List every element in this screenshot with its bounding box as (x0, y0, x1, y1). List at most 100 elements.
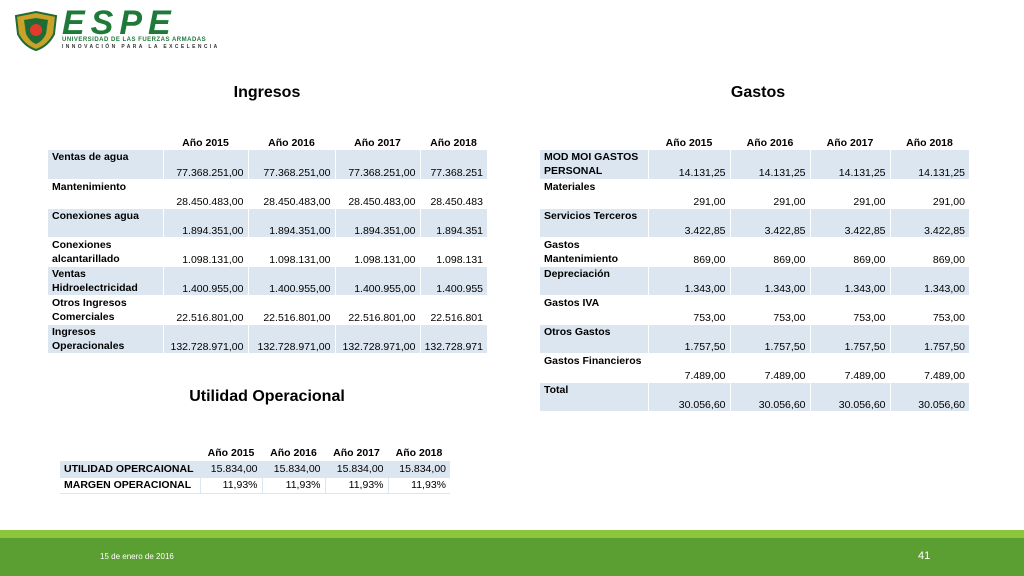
value-cell: 77.368.251,00 (247, 150, 335, 180)
header-row: Año 2015 Año 2016 Año 2017 Año 2018 (540, 136, 969, 150)
value-cell: 869,00 (729, 237, 810, 267)
label-cell: Materiales (540, 179, 648, 209)
table-row: UTILIDAD OPERCAIONAL 15.834,00 15.834,00 15… (60, 461, 450, 478)
value-cell: 7.489,00 (809, 353, 890, 383)
label-cell: Gastos IVA (540, 295, 648, 325)
section-title: Ingresos (233, 84, 301, 101)
value-cell: 1.894.351,00 (162, 208, 248, 238)
value-cell: 77.368.251 (419, 150, 487, 180)
value-cell: 11,93% (324, 477, 388, 494)
label-cell: Ingresos Operacionales (48, 324, 163, 354)
value-cell: 30.056,60 (809, 382, 890, 412)
logo-subtitle: UNIVERSIDAD DE LAS FUERZAS ARMADAS (62, 37, 207, 43)
header-cell: Año 2016 (746, 137, 794, 149)
header-cell: Año 2017 (354, 137, 401, 149)
value-cell: 28.450.483,00 (162, 179, 248, 209)
header-cell: Año 2017 (333, 447, 380, 459)
value-cell: 1.757,50 (647, 324, 730, 354)
value-cell: 11,93% (261, 477, 325, 494)
value-cell: 1.894.351,00 (334, 208, 420, 238)
header-cell: Año 2016 (270, 447, 317, 459)
value-cell: 869,00 (647, 237, 730, 267)
label-cell: Depreciación (540, 266, 648, 296)
value-cell: 30.056,60 (647, 382, 730, 412)
value-cell: 3.422,85 (809, 208, 890, 238)
value-cell: 1.400.955,00 (334, 266, 420, 296)
value-cell: 753,00 (889, 295, 969, 325)
value-cell: 28.450.483 (419, 179, 487, 209)
label-cell: MOD MOI GASTOS PERSONAL (540, 150, 648, 180)
logo-text: ESPE (62, 4, 177, 42)
label-cell: Gastos Mantenimiento (540, 237, 648, 267)
value-cell: 30.056,60 (889, 382, 969, 412)
value-cell: 1.098.131,00 (162, 237, 248, 267)
value-cell: 7.489,00 (729, 353, 810, 383)
value-cell: 15.834,00 (324, 461, 388, 478)
value-cell: 1.098.131 (419, 237, 487, 267)
value-cell: 1.400.955 (419, 266, 487, 296)
value-cell: 77.368.251,00 (162, 150, 248, 180)
value-cell: 11,93% (199, 477, 262, 494)
data-table: Año 2015 Año 2016 Año 2017 Año 2018 MOD MOI … (540, 136, 969, 412)
footer-stripe (0, 530, 1024, 538)
value-cell: 1.343,00 (889, 266, 969, 296)
label-cell: Otros Ingresos Comerciales (48, 295, 163, 325)
value-cell: 7.489,00 (647, 353, 730, 383)
header-cell: Año 2015 (665, 137, 713, 149)
table-row: Mantenimiento 28.450.483,00 28.450.483,00 2… (48, 179, 487, 209)
table-row: Ventas de agua 77.368.251,00 77.368.251,00… (48, 150, 487, 180)
value-cell: 291,00 (809, 179, 890, 209)
table-row: Ingresos Operacionales 132.728.971,00 132.… (48, 324, 487, 354)
value-cell: 28.450.483,00 (334, 179, 420, 209)
value-cell: 7.489,00 (889, 353, 969, 383)
value-cell: 3.422,85 (647, 208, 730, 238)
value-cell: 14.131,25 (809, 150, 890, 180)
label-cell: MARGEN OPERACIONAL (60, 477, 200, 494)
table-row: Otros Gastos 1.757,50 1.757,50 1.757,50 1.75… (540, 324, 969, 354)
value-cell: 14.131,25 (647, 150, 730, 180)
value-cell: 14.131,25 (889, 150, 969, 180)
value-cell: 1.894.351 (419, 208, 487, 238)
header-cell: Año 2017 (826, 137, 874, 149)
table-row: Conexiones agua 1.894.351,00 1.894.351,00 1… (48, 208, 487, 238)
table-row: Servicios Terceros 3.422,85 3.422,85 3.422,… (540, 208, 969, 238)
logo-emblem (14, 10, 58, 52)
header-row: Año 2015 Año 2016 Año 2017 Año 2018 (48, 136, 487, 150)
value-cell: 11,93% (387, 477, 450, 494)
value-cell: 1.098.131,00 (334, 237, 420, 267)
table-row: MARGEN OPERACIONAL 11,93% 11,93% 11,93% 11,9… (60, 477, 450, 494)
value-cell: 15.834,00 (261, 461, 325, 478)
table-row: Gastos Mantenimiento 869,00 869,00 869,00 86… (540, 237, 969, 267)
table-row: Gastos Financieros 7.489,00 7.489,00 7.489,… (540, 353, 969, 383)
value-cell: 14.131,25 (729, 150, 810, 180)
value-cell: 1.343,00 (809, 266, 890, 296)
value-cell: 1.757,50 (809, 324, 890, 354)
value-cell: 132.728.971,00 (334, 324, 420, 354)
data-table: Año 2015 Año 2016 Año 2017 Año 2018 UTILIDAD… (60, 445, 450, 494)
table-row: Gastos IVA 753,00 753,00 753,00 753,00 (540, 295, 969, 325)
section-title: Utilidad Operacional (189, 388, 345, 405)
value-cell: 1.757,50 (729, 324, 810, 354)
value-cell: 1.400.955,00 (247, 266, 335, 296)
value-cell: 1.757,50 (889, 324, 969, 354)
value-cell: 30.056,60 (729, 382, 810, 412)
label-cell: Ventas Hidroelectricidad (48, 266, 163, 296)
value-cell: 77.368.251,00 (334, 150, 420, 180)
table-row: Otros Ingresos Comerciales 22.516.801,00 2… (48, 295, 487, 325)
label-cell: Otros Gastos (540, 324, 648, 354)
value-cell: 15.834,00 (387, 461, 450, 478)
data-table: Año 2015 Año 2016 Año 2017 Año 2018 Ventas d… (48, 136, 487, 354)
table-row: Materiales 291,00 291,00 291,00 291,00 (540, 179, 969, 209)
label-cell: Total (540, 382, 648, 412)
label-cell: Gastos Financieros (540, 353, 648, 383)
value-cell: 1.343,00 (729, 266, 810, 296)
value-cell: 291,00 (889, 179, 969, 209)
value-cell: 22.516.801,00 (334, 295, 420, 325)
value-cell: 132.728.971 (419, 324, 487, 354)
footer-bar (0, 538, 1024, 576)
value-cell: 3.422,85 (729, 208, 810, 238)
header-cell: Año 2015 (207, 447, 255, 459)
table-row: Depreciación 1.343,00 1.343,00 1.343,00 1.34… (540, 266, 969, 296)
table-row: Ventas Hidroelectricidad 1.400.955,00 1.40… (48, 266, 487, 296)
header-cell: Año 2018 (430, 137, 477, 149)
